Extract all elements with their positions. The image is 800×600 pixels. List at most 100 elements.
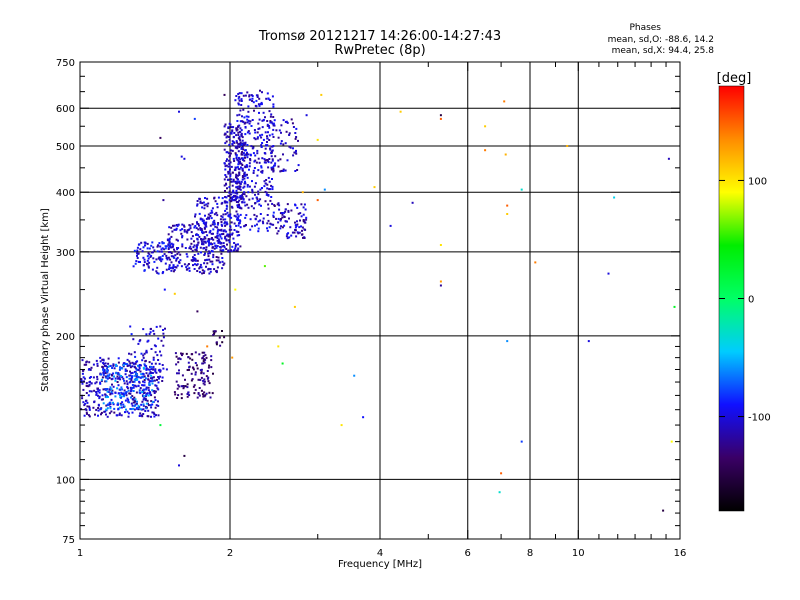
data-point [239,245,242,248]
data-point [201,202,204,205]
data-point [208,238,211,241]
x-tick-label: 6 [465,548,471,559]
data-point [223,222,226,225]
data-point [185,266,188,269]
data-point [243,177,246,180]
data-point [141,384,144,387]
data-point [231,196,234,199]
data-point [212,228,215,231]
data-point [119,388,122,391]
data-point [237,201,240,203]
data-point [240,98,243,101]
data-point [262,222,265,225]
data-point [221,257,224,259]
data-point [208,258,211,261]
data-point [205,221,208,224]
data-point [202,382,205,385]
data-point [137,408,140,411]
data-point [245,164,248,167]
data-point [204,223,207,226]
data-point [236,216,239,219]
data-point [180,265,183,268]
data-point [223,162,226,165]
data-point [125,408,127,411]
data-point [238,135,241,138]
data-point [258,118,261,121]
data-point [172,270,175,273]
data-point [213,213,216,216]
data-point [175,266,178,269]
data-point [226,135,229,138]
data-point [224,221,226,224]
data-point [240,147,243,150]
data-point [124,370,127,373]
data-point [242,152,245,155]
data-point [123,382,126,385]
data-point [224,200,227,203]
data-point [120,403,123,406]
data-point [222,249,225,252]
data-point [247,105,250,108]
data-point [294,137,297,140]
data-point [147,409,150,412]
data-point [201,357,204,360]
data-point [244,141,247,144]
data-point [201,243,203,246]
data-point [152,358,155,361]
data-point [222,242,225,245]
data-point [152,329,155,332]
data-point [122,403,125,406]
data-point [157,404,160,407]
data-point [241,169,244,172]
data-point [188,228,191,231]
colorbar-tick-label: 0 [748,295,754,306]
data-point [85,382,88,385]
data-point [164,247,167,250]
data-point [158,242,161,245]
data-point [239,161,241,163]
data-point [207,366,210,369]
data-point [272,128,275,131]
data-point [114,391,117,394]
data-point [258,111,260,114]
data-point [180,155,183,158]
data-point [191,378,194,381]
data-point [135,379,138,381]
data-point [176,256,179,259]
data-point [162,242,165,245]
data-point [266,123,269,126]
data-point [154,370,157,373]
data-point [240,153,243,156]
data-point [170,255,173,258]
data-point [125,376,128,379]
data-point [237,97,240,100]
data-point [233,242,236,244]
data-point [208,250,210,253]
data-point [172,255,175,258]
data-point [126,397,129,400]
data-point [271,188,274,191]
data-point [176,372,178,375]
data-point [186,383,189,386]
data-point [265,193,268,196]
data-point [167,246,170,249]
data-point [211,237,213,239]
data-point [142,413,145,415]
data-point [206,197,209,200]
data-point [132,265,135,268]
data-point [281,216,284,219]
data-point [225,207,228,210]
data-point [144,241,147,244]
data-point [92,376,95,379]
data-point [225,248,228,250]
data-point [207,213,210,216]
data-point [238,162,241,165]
data-point [151,251,154,254]
data-point [161,380,164,382]
data-point [142,354,145,357]
data-point [194,362,197,364]
data-point [105,404,108,407]
data-point [117,384,120,387]
data-point [160,248,163,251]
data-point [100,379,103,382]
